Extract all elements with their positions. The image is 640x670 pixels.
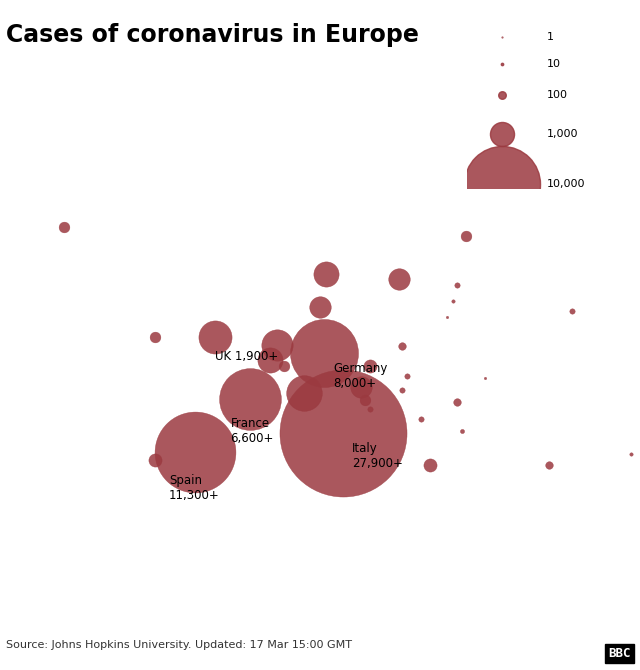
Point xyxy=(452,396,462,407)
Point xyxy=(497,58,508,69)
Point xyxy=(543,460,554,470)
Text: BBC: BBC xyxy=(608,647,630,660)
Text: Spain
11,300+: Spain 11,300+ xyxy=(169,474,220,502)
Text: Cases of coronavirus in Europe: Cases of coronavirus in Europe xyxy=(6,23,419,48)
Point xyxy=(479,373,490,383)
Point xyxy=(497,179,508,190)
Text: Source: Johns Hopkins University. Updated: 17 Mar 15:00 GMT: Source: Johns Hopkins University. Update… xyxy=(6,640,353,649)
Point xyxy=(360,395,370,405)
Point xyxy=(244,393,255,404)
Point xyxy=(497,90,508,101)
Point xyxy=(150,331,161,342)
Point xyxy=(272,340,282,350)
Point xyxy=(442,311,452,322)
Point xyxy=(365,360,376,371)
Point xyxy=(150,455,161,466)
Text: 10,000: 10,000 xyxy=(547,180,586,189)
Text: Germany
8,000+: Germany 8,000+ xyxy=(333,362,388,390)
Point xyxy=(397,340,408,351)
Point xyxy=(264,354,275,365)
Text: 1,000: 1,000 xyxy=(547,129,579,139)
Point xyxy=(189,446,200,457)
Point xyxy=(338,427,348,438)
Text: 100: 100 xyxy=(547,90,568,100)
Point xyxy=(424,460,435,470)
Point xyxy=(626,448,636,459)
Point xyxy=(298,388,308,399)
Text: UK 1,900+: UK 1,900+ xyxy=(215,350,278,363)
Point xyxy=(567,306,577,316)
Text: 10: 10 xyxy=(547,59,561,68)
Point xyxy=(365,403,376,414)
Point xyxy=(59,222,69,232)
Point xyxy=(497,31,508,42)
Point xyxy=(315,302,325,313)
Point xyxy=(497,129,508,139)
Text: Italy
27,900+: Italy 27,900+ xyxy=(352,442,403,470)
Text: 1: 1 xyxy=(547,32,554,42)
Point xyxy=(449,295,459,306)
Point xyxy=(461,230,472,241)
Point xyxy=(356,382,366,393)
Point xyxy=(415,413,426,424)
Point xyxy=(279,360,289,371)
Point xyxy=(394,274,404,285)
Point xyxy=(210,331,220,342)
Point xyxy=(456,425,467,436)
Point xyxy=(452,280,462,291)
Text: France
6,600+: France 6,600+ xyxy=(230,417,274,445)
Point xyxy=(397,385,408,395)
Point xyxy=(321,268,332,279)
Point xyxy=(319,348,329,358)
Point xyxy=(402,371,412,381)
